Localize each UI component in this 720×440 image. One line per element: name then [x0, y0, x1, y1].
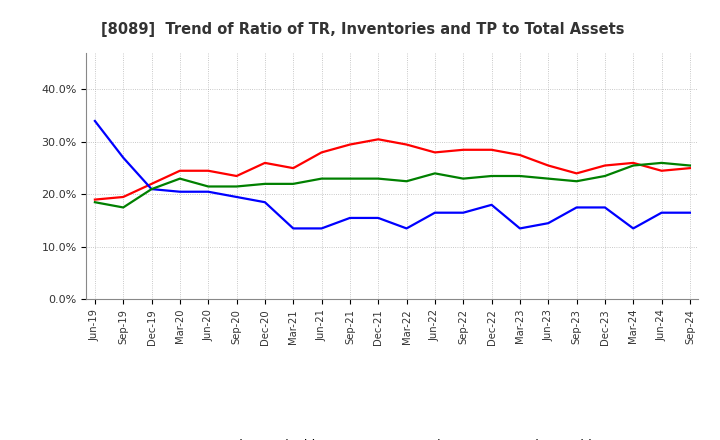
Trade Receivables — [148, 181, 156, 187]
Trade Receivables — [544, 163, 552, 168]
Legend: Trade Receivables, Inventories, Trade Payables: Trade Receivables, Inventories, Trade Pa… — [174, 433, 611, 440]
Trade Payables — [233, 184, 241, 189]
Inventories — [346, 215, 354, 220]
Inventories — [459, 210, 467, 215]
Line: Trade Payables: Trade Payables — [95, 163, 690, 207]
Trade Receivables — [685, 165, 694, 171]
Trade Receivables — [459, 147, 467, 152]
Line: Trade Receivables: Trade Receivables — [95, 139, 690, 200]
Inventories — [487, 202, 496, 208]
Trade Payables — [431, 171, 439, 176]
Trade Payables — [148, 187, 156, 192]
Inventories — [261, 200, 269, 205]
Trade Payables — [374, 176, 382, 181]
Trade Payables — [289, 181, 297, 187]
Trade Payables — [119, 205, 127, 210]
Trade Payables — [487, 173, 496, 179]
Inventories — [629, 226, 637, 231]
Trade Payables — [657, 160, 666, 165]
Trade Payables — [346, 176, 354, 181]
Trade Payables — [176, 176, 184, 181]
Trade Payables — [516, 173, 524, 179]
Trade Receivables — [629, 160, 637, 165]
Inventories — [516, 226, 524, 231]
Trade Receivables — [572, 171, 581, 176]
Trade Receivables — [431, 150, 439, 155]
Inventories — [148, 187, 156, 192]
Inventories — [176, 189, 184, 194]
Inventories — [318, 226, 326, 231]
Inventories — [685, 210, 694, 215]
Trade Receivables — [233, 173, 241, 179]
Inventories — [233, 194, 241, 200]
Trade Receivables — [374, 137, 382, 142]
Trade Receivables — [289, 165, 297, 171]
Trade Receivables — [261, 160, 269, 165]
Trade Payables — [204, 184, 212, 189]
Inventories — [402, 226, 411, 231]
Inventories — [657, 210, 666, 215]
Inventories — [600, 205, 609, 210]
Trade Receivables — [318, 150, 326, 155]
Inventories — [204, 189, 212, 194]
Inventories — [572, 205, 581, 210]
Trade Receivables — [91, 197, 99, 202]
Text: [8089]  Trend of Ratio of TR, Inventories and TP to Total Assets: [8089] Trend of Ratio of TR, Inventories… — [101, 22, 624, 37]
Inventories — [544, 220, 552, 226]
Trade Payables — [402, 179, 411, 184]
Trade Payables — [459, 176, 467, 181]
Inventories — [119, 155, 127, 160]
Trade Payables — [685, 163, 694, 168]
Trade Receivables — [600, 163, 609, 168]
Inventories — [91, 118, 99, 124]
Inventories — [431, 210, 439, 215]
Trade Receivables — [402, 142, 411, 147]
Inventories — [289, 226, 297, 231]
Trade Payables — [544, 176, 552, 181]
Trade Receivables — [176, 168, 184, 173]
Trade Receivables — [657, 168, 666, 173]
Trade Payables — [572, 179, 581, 184]
Trade Receivables — [487, 147, 496, 152]
Trade Receivables — [346, 142, 354, 147]
Line: Inventories: Inventories — [95, 121, 690, 228]
Trade Receivables — [516, 152, 524, 158]
Trade Payables — [600, 173, 609, 179]
Trade Receivables — [119, 194, 127, 200]
Trade Receivables — [204, 168, 212, 173]
Trade Payables — [91, 200, 99, 205]
Trade Payables — [318, 176, 326, 181]
Trade Payables — [261, 181, 269, 187]
Inventories — [374, 215, 382, 220]
Trade Payables — [629, 163, 637, 168]
